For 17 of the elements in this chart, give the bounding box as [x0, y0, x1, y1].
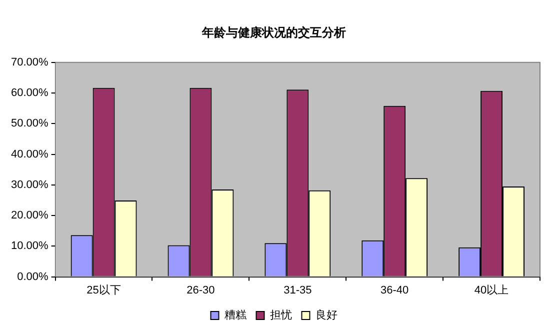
legend-label: 担忧 — [270, 308, 292, 322]
x-tick-label: 26-30 — [186, 284, 215, 296]
x-tick-label: 31-35 — [284, 284, 312, 296]
legend-label: 糟糕 — [224, 310, 246, 322]
y-tick-label: 40.00% — [10, 148, 49, 160]
x-tick-label: 36-40 — [380, 284, 409, 296]
chart-title: 年龄与健康状况的交互分析 — [201, 26, 346, 40]
legend-label: 良好 — [315, 308, 338, 322]
x-tick-label: 40以上 — [474, 283, 509, 296]
y-tick-label: 30.00% — [10, 178, 49, 191]
y-tick-label: 50.00% — [10, 118, 49, 130]
y-tick-label: 10.00% — [10, 240, 49, 252]
y-tick-label: 70.00% — [10, 56, 49, 68]
y-tick-label: 60.00% — [10, 87, 49, 100]
y-tick-label: 20.00% — [10, 210, 49, 222]
y-tick-label: 0.00% — [17, 270, 49, 283]
x-tick-label: 25以下 — [86, 283, 121, 296]
